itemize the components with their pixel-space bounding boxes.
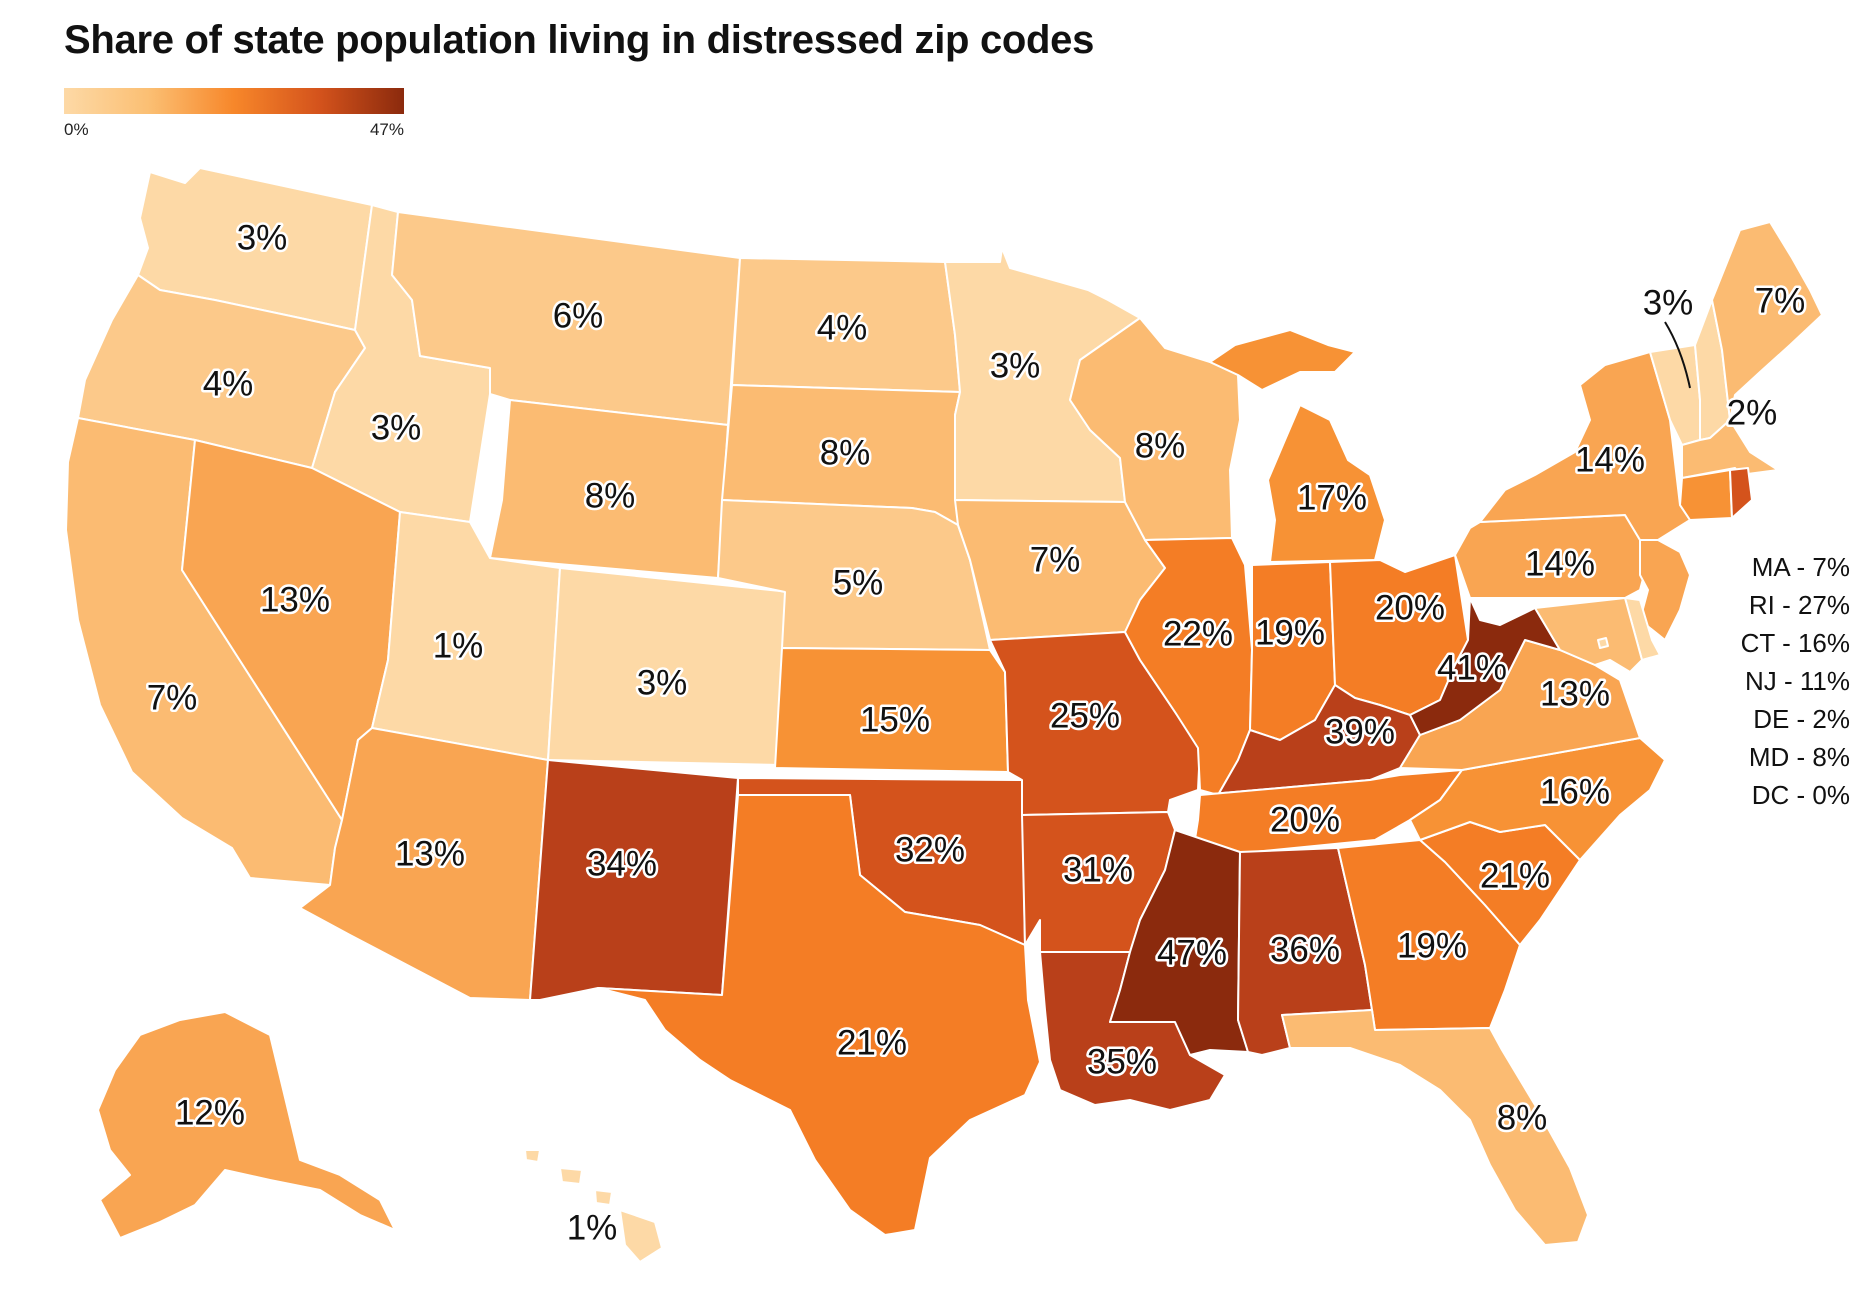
state-ak[interactable] [97,1011,396,1239]
label-la: 35% [1087,1042,1157,1081]
label-wv: 41% [1437,648,1507,687]
small-state-ma: MA - 7% [1751,552,1850,582]
label-ky: 39% [1325,712,1395,751]
label-ia: 7% [1030,540,1081,579]
state-ct[interactable] [1679,469,1733,521]
state-wy[interactable] [489,399,729,579]
label-mi: 17% [1297,478,1367,517]
label-id: 3% [371,408,422,447]
small-state-ri: RI - 27% [1748,590,1850,620]
state-wi[interactable] [1069,317,1241,541]
state-labels: 3% 4% 7% 3% 13% 6% 8% 1% 13% 3% 34% 4% 8… [144,216,1808,1250]
small-state-de: DE - 2% [1753,704,1850,734]
label-ok: 32% [895,830,965,869]
state-ky[interactable] [1199,684,1421,796]
label-tx: 21% [837,1023,907,1062]
label-ms: 47% [1157,933,1227,972]
small-states-list: MA - 7% RI - 27% CT - 16% NJ - 11% DE - … [1690,548,1850,814]
label-ca: 7% [147,678,198,717]
label-tn: 20% [1270,800,1340,839]
label-pa: 14% [1525,544,1595,583]
label-il: 22% [1163,614,1233,653]
label-wi: 8% [1135,426,1186,465]
state-md[interactable] [1534,597,1643,673]
label-me: 7% [1755,281,1806,320]
label-mo: 25% [1050,696,1120,735]
state-me[interactable] [1711,221,1823,421]
label-mn: 3% [990,346,1041,385]
legend-min-label: 0% [64,120,89,139]
state-dc[interactable] [1597,637,1609,649]
label-vt: 3% [1643,283,1694,322]
state-wv[interactable] [1409,597,1561,736]
label-ar: 31% [1063,850,1133,889]
label-or: 4% [203,364,254,403]
state-ne[interactable] [717,499,991,651]
vt-leader-line [1664,321,1691,389]
label-ne: 5% [833,563,884,602]
label-sd: 8% [820,433,871,472]
state-fl[interactable] [1281,1009,1589,1246]
label-mt: 6% [553,296,604,335]
label-nd: 4% [817,308,868,347]
state-nj[interactable] [1639,539,1691,641]
label-wa: 3% [237,218,288,257]
label-nv: 13% [260,580,330,619]
label-co: 3% [637,663,688,702]
label-ks: 15% [860,700,930,739]
legend-max-label: 47% [369,120,404,139]
state-tx[interactable] [597,794,1041,1236]
state-mi[interactable] [1209,329,1386,563]
small-state-md: MD - 8% [1748,742,1850,772]
label-ga: 19% [1397,926,1467,965]
label-al: 36% [1270,930,1340,969]
label-hi: 1% [567,1208,618,1247]
label-in: 19% [1255,613,1325,652]
label-sc: 21% [1480,856,1550,895]
label-ny: 14% [1575,440,1645,479]
label-nh: 2% [1727,393,1778,432]
small-state-dc: DC - 0% [1751,780,1850,810]
label-oh: 20% [1375,588,1445,627]
label-wy: 8% [585,476,636,515]
small-state-nj: NJ - 11% [1745,666,1850,696]
label-az: 13% [395,834,465,873]
label-nm: 34% [587,844,657,883]
label-fl: 8% [1497,1098,1548,1137]
state-il[interactable] [1124,537,1253,796]
label-ut: 1% [433,626,484,665]
color-legend: 0% 47% [64,88,404,139]
label-va: 13% [1540,674,1610,713]
label-ak: 12% [175,1093,245,1132]
map-title: Share of state population living in dist… [64,18,1095,62]
legend-gradient-bar [64,88,404,114]
state-ri[interactable] [1729,467,1753,519]
small-state-ct: CT - 16% [1740,628,1850,658]
label-nc: 16% [1540,772,1610,811]
state-hi[interactable] [524,1149,663,1263]
